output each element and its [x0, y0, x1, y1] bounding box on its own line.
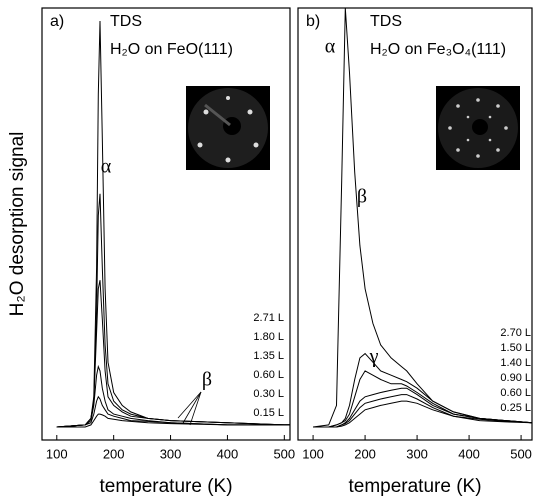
peak-annotation: α [325, 36, 336, 58]
legend-entry: 0.15 L [253, 407, 284, 419]
x-tick-label: 100 [302, 446, 324, 461]
legend-entry: 0.30 L [253, 388, 284, 400]
leed-inset-a [186, 86, 270, 170]
legend-entry: 1.40 L [500, 357, 531, 369]
chart-title: TDS [110, 13, 142, 30]
legend-entry: 0.90 L [500, 372, 531, 384]
x-tick-label: 100 [46, 446, 68, 461]
x-tick-label: 500 [273, 446, 295, 461]
y-axis-label: H₂O desorption signal [7, 132, 28, 317]
x-tick-label: 200 [354, 446, 376, 461]
legend-entry: 0.60 L [500, 387, 531, 399]
x-tick-label: 200 [103, 446, 125, 461]
leed-inset-b [436, 86, 520, 170]
peak-annotation: β [202, 369, 212, 391]
chart-subtitle: H₂O on FeO(111) [110, 41, 233, 58]
x-tick-label: 400 [458, 446, 480, 461]
background [0, 0, 533, 498]
x-axis-label: temperature (K) [348, 476, 481, 497]
legend-entry: 0.25 L [500, 402, 531, 414]
x-tick-label: 500 [510, 446, 532, 461]
panel-label: a) [50, 13, 64, 30]
x-tick-label: 300 [406, 446, 428, 461]
x-tick-label: 400 [217, 446, 239, 461]
legend-entry: 1.50 L [500, 342, 531, 354]
chart-title: TDS [370, 13, 402, 30]
panel-label: b) [306, 13, 320, 30]
legend-entry: 0.60 L [253, 369, 284, 381]
peak-annotation: β [357, 186, 367, 208]
legend-entry: 1.35 L [253, 350, 284, 362]
legend-entry: 1.80 L [253, 331, 284, 343]
x-tick-label: 300 [160, 446, 182, 461]
peak-annotation: γ [369, 346, 379, 368]
legend-entry: 2.71 L [253, 312, 284, 324]
peak-annotation: α [101, 156, 112, 178]
legend-entry: 2.70 L [500, 327, 531, 339]
chart-subtitle: H₂O on Fe₃O₄(111) [370, 41, 506, 58]
figure: H₂O desorption signal 100 200 300 400 500 tem… [0, 0, 533, 498]
x-axis-label: temperature (K) [99, 476, 232, 497]
